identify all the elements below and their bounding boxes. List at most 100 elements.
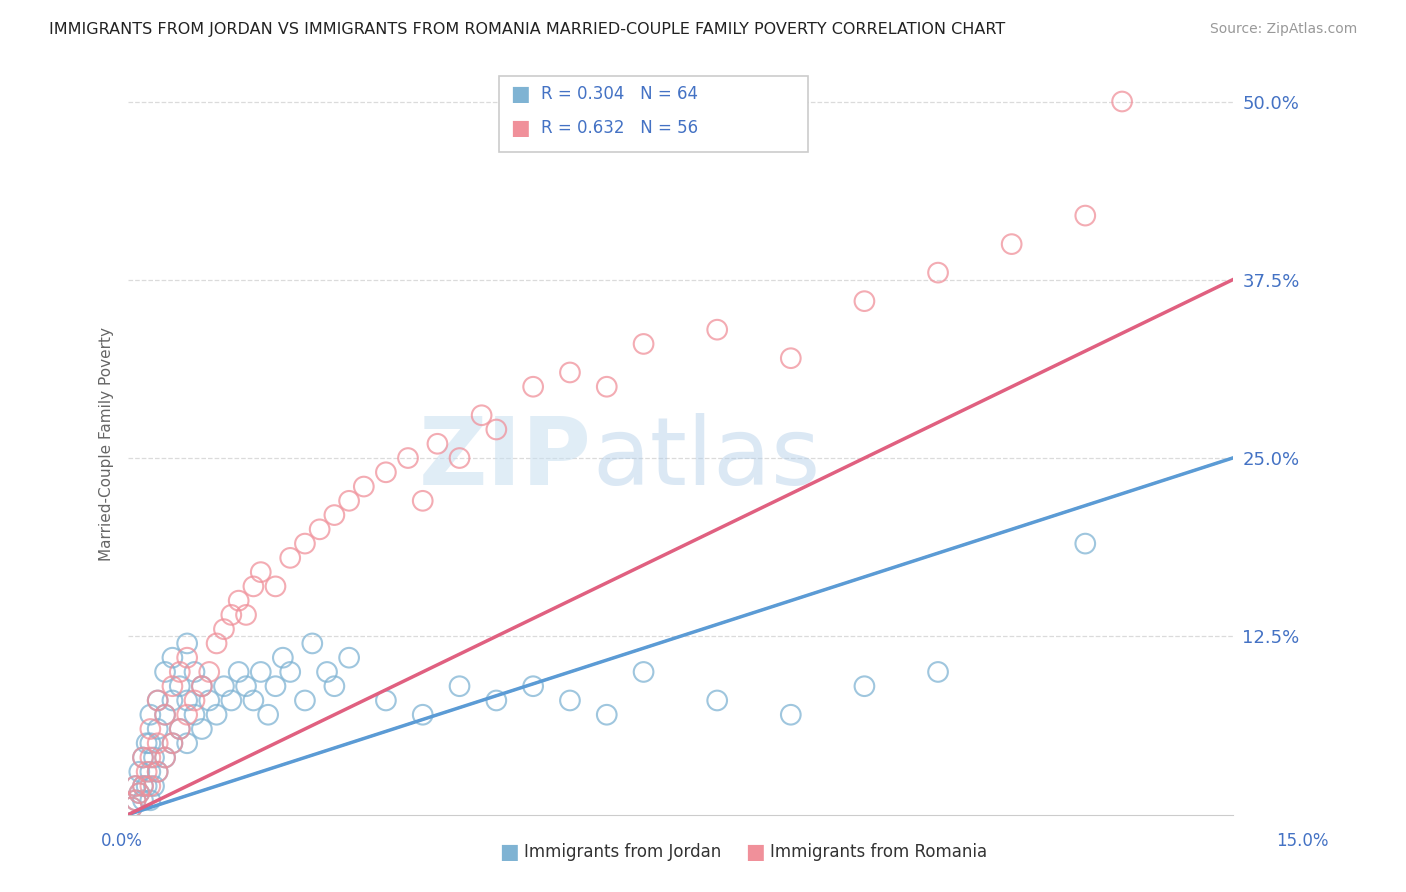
Text: R = 0.304   N = 64: R = 0.304 N = 64 [541, 85, 699, 103]
Point [337, 650, 360, 665]
Point [169, 665, 191, 679]
Point [927, 266, 949, 280]
Point [522, 380, 544, 394]
Point [1111, 95, 1133, 109]
Point [205, 636, 228, 650]
Point [139, 793, 162, 807]
Point [449, 679, 471, 693]
Point [162, 679, 184, 693]
Point [139, 736, 162, 750]
Point [471, 409, 494, 423]
Point [176, 636, 198, 650]
Point [153, 665, 176, 679]
Point [228, 665, 250, 679]
Point [235, 679, 257, 693]
Point [146, 736, 169, 750]
Point [249, 665, 271, 679]
Point [169, 722, 191, 736]
Point [176, 707, 198, 722]
Point [633, 337, 655, 351]
Point [301, 636, 323, 650]
Point [121, 800, 143, 814]
Point [139, 707, 162, 722]
Point [183, 707, 205, 722]
Point [235, 607, 257, 622]
Point [426, 436, 449, 450]
Point [121, 800, 143, 814]
Point [1074, 536, 1097, 550]
Point [162, 693, 184, 707]
Point [198, 665, 221, 679]
Point [323, 679, 346, 693]
Point [139, 764, 162, 779]
Point [1074, 209, 1097, 223]
Point [132, 779, 155, 793]
Point [191, 679, 214, 693]
Point [124, 779, 146, 793]
Point [337, 493, 360, 508]
Point [169, 679, 191, 693]
Text: ■: ■ [510, 118, 530, 137]
Point [124, 779, 146, 793]
Point [706, 693, 728, 707]
Point [633, 665, 655, 679]
Point [153, 707, 176, 722]
Point [128, 764, 150, 779]
Point [191, 722, 214, 736]
Point [294, 693, 316, 707]
Point [1001, 237, 1024, 252]
Point [221, 693, 243, 707]
Point [132, 750, 155, 764]
Point [176, 736, 198, 750]
Point [779, 707, 801, 722]
Point [135, 764, 157, 779]
Point [183, 665, 205, 679]
Point [153, 707, 176, 722]
Point [132, 779, 155, 793]
Point [449, 450, 471, 465]
Point [198, 693, 221, 707]
Point [124, 793, 146, 807]
Point [191, 679, 214, 693]
Point [412, 493, 434, 508]
Point [853, 294, 876, 309]
Point [221, 607, 243, 622]
Point [143, 750, 166, 764]
Point [596, 380, 619, 394]
Point [139, 750, 162, 764]
Text: atlas: atlas [592, 413, 820, 505]
Point [853, 679, 876, 693]
Point [485, 423, 508, 437]
Point [374, 693, 396, 707]
Point [132, 750, 155, 764]
Point [153, 750, 176, 764]
Point [139, 722, 162, 736]
Point [228, 593, 250, 607]
Point [153, 750, 176, 764]
Point [558, 366, 581, 380]
Text: Source: ZipAtlas.com: Source: ZipAtlas.com [1209, 22, 1357, 37]
Point [522, 679, 544, 693]
Point [706, 323, 728, 337]
Point [146, 764, 169, 779]
Point [927, 665, 949, 679]
Point [183, 693, 205, 707]
Point [264, 679, 287, 693]
Text: ■: ■ [510, 84, 530, 103]
Point [294, 536, 316, 550]
Text: 0.0%: 0.0% [101, 831, 143, 849]
Point [146, 693, 169, 707]
Point [139, 779, 162, 793]
Point [162, 736, 184, 750]
Text: IMMIGRANTS FROM JORDAN VS IMMIGRANTS FROM ROMANIA MARRIED-COUPLE FAMILY POVERTY : IMMIGRANTS FROM JORDAN VS IMMIGRANTS FRO… [49, 22, 1005, 37]
Point [169, 722, 191, 736]
Point [135, 779, 157, 793]
Point [323, 508, 346, 522]
Point [264, 579, 287, 593]
Point [176, 693, 198, 707]
Point [779, 351, 801, 366]
Point [162, 650, 184, 665]
Text: Immigrants from Jordan: Immigrants from Jordan [524, 843, 721, 861]
Point [242, 579, 264, 593]
Point [558, 693, 581, 707]
